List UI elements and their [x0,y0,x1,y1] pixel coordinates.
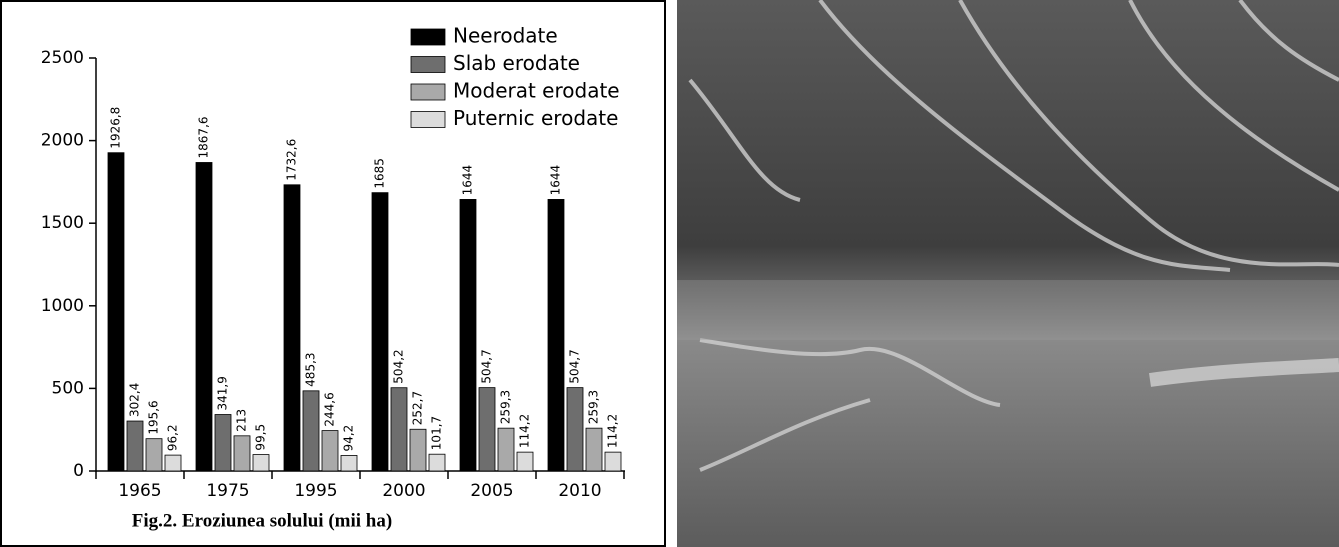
value-label: 1644 [549,165,563,196]
bar [390,387,408,472]
value-label: 252,7 [411,391,425,425]
bar [233,435,251,472]
value-label: 114,2 [606,414,620,448]
value-label: 1867,6 [197,116,211,158]
legend-swatch [410,56,446,73]
value-label: 195,6 [147,400,161,434]
value-label: 259,3 [499,390,513,424]
legend-swatch [410,83,446,101]
value-label: 99,5 [254,424,268,451]
bar [321,430,339,472]
x-tick-label: 2010 [558,481,601,501]
bar [214,414,232,472]
value-label: 94,2 [342,425,356,452]
bar [566,387,584,472]
value-label: 213 [235,409,249,432]
bar [547,199,565,472]
bar [145,438,163,472]
bar [252,454,270,472]
y-tick-label: 1000 [41,296,84,316]
bar [107,152,125,472]
bar [195,162,213,472]
y-tick-label: 1500 [41,213,84,233]
bar [516,451,534,472]
legend-swatch [410,28,446,46]
x-tick-label: 1975 [206,481,249,501]
bar [283,184,301,472]
bar [164,454,182,472]
value-label: 504,2 [392,349,406,383]
x-tick-label: 2000 [382,481,425,501]
value-label: 1685 [373,158,387,189]
bar [428,453,446,472]
legend-label: Puternic erodate [453,106,618,130]
y-tick-label: 500 [52,378,84,398]
legend-swatch [410,111,446,128]
value-label: 1644 [461,165,475,196]
photo [677,0,1339,547]
y-tick-label: 2500 [41,48,84,68]
bar [585,427,603,472]
bar [497,427,515,472]
bar [126,420,144,472]
bar [459,199,477,472]
value-label: 504,7 [568,349,582,383]
value-label: 485,3 [304,352,318,386]
value-label: 114,2 [518,414,532,448]
value-label: 504,7 [480,349,494,383]
legend-label: Moderat erodate [453,79,620,103]
value-label: 259,3 [587,390,601,424]
legend-label: Slab erodate [453,51,580,75]
y-tick-label: 0 [73,461,84,481]
value-label: 101,7 [430,416,444,450]
bar [340,455,358,472]
x-tick-label: 1965 [118,481,161,501]
bar [302,390,320,472]
bar [478,387,496,472]
x-tick-label: 2005 [470,481,513,501]
value-label: 302,4 [128,383,142,417]
value-label: 1732,6 [285,139,299,181]
value-label: 341,9 [216,376,230,410]
bar [604,451,622,472]
x-tick-label: 1995 [294,481,337,501]
value-label: 96,2 [166,424,180,451]
value-label: 244,6 [323,392,337,426]
y-tick-label: 2000 [41,131,84,151]
value-label: 1926,8 [109,107,123,149]
chart-title: Fig.2. Eroziunea solului (mii ha) [132,510,392,531]
bar [371,192,389,472]
legend-label: Neerodate [453,24,558,48]
bar [409,428,427,472]
